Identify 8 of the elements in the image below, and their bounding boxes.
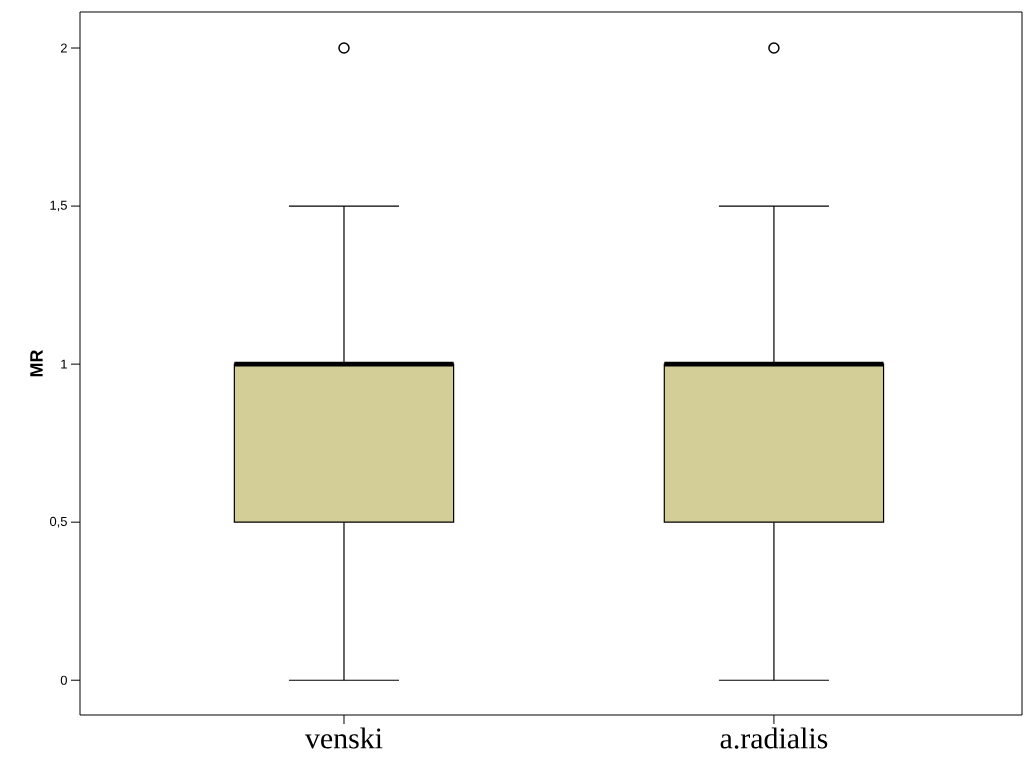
y-tick-label: 2 — [60, 43, 67, 53]
y-tick-label: 0 — [60, 675, 67, 685]
x-tick-label: a.radialis — [720, 727, 828, 749]
y-tick-label: 0,5 — [49, 516, 67, 528]
y-tick-label: 1 — [61, 359, 67, 369]
y-axis-title: MR — [30, 349, 43, 377]
x-tick-label: venski — [304, 727, 383, 749]
y-tick-label: 1,5 — [50, 200, 67, 212]
